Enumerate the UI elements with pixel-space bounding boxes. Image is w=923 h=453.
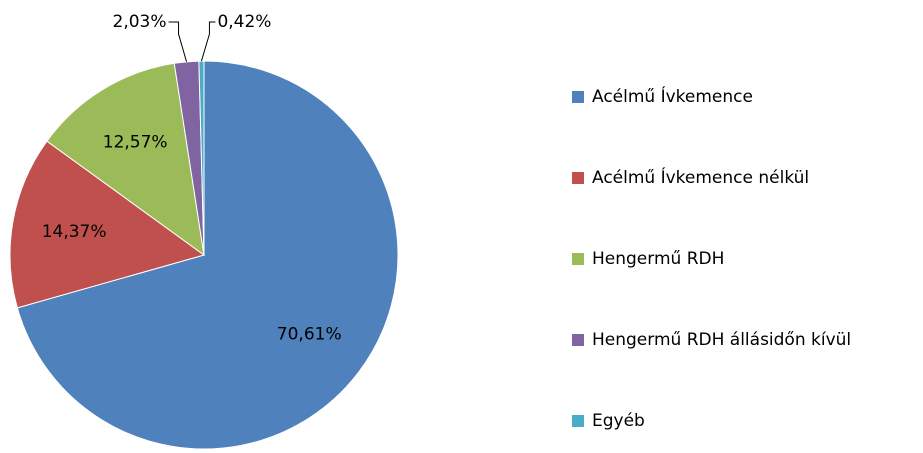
legend-swatch	[572, 253, 584, 265]
legend-label: Egyéb	[592, 411, 645, 431]
data-label: 2,03%	[113, 12, 167, 32]
leader-line	[200, 21, 216, 62]
data-label: 0,42%	[217, 12, 271, 32]
legend-swatch	[572, 91, 584, 103]
pie-slice	[16, 60, 399, 450]
data-label: 70,61%	[277, 325, 342, 345]
legend-swatch	[572, 172, 584, 184]
legend-label: Hengermű RDH állásidőn kívül	[592, 330, 851, 350]
legend-label: Acélmű Ívkemence nélkül	[592, 166, 809, 188]
legend-label: Hengermű RDH	[592, 249, 724, 269]
legend-swatch	[572, 334, 584, 346]
data-label: 14,37%	[42, 222, 107, 242]
leader-line	[168, 21, 188, 62]
pie-slice	[46, 62, 205, 257]
data-label: 12,57%	[103, 132, 168, 152]
legend-label: Acélmű Ívkemence	[592, 85, 753, 107]
legend-swatch	[572, 415, 584, 427]
pie-slice	[9, 140, 206, 309]
